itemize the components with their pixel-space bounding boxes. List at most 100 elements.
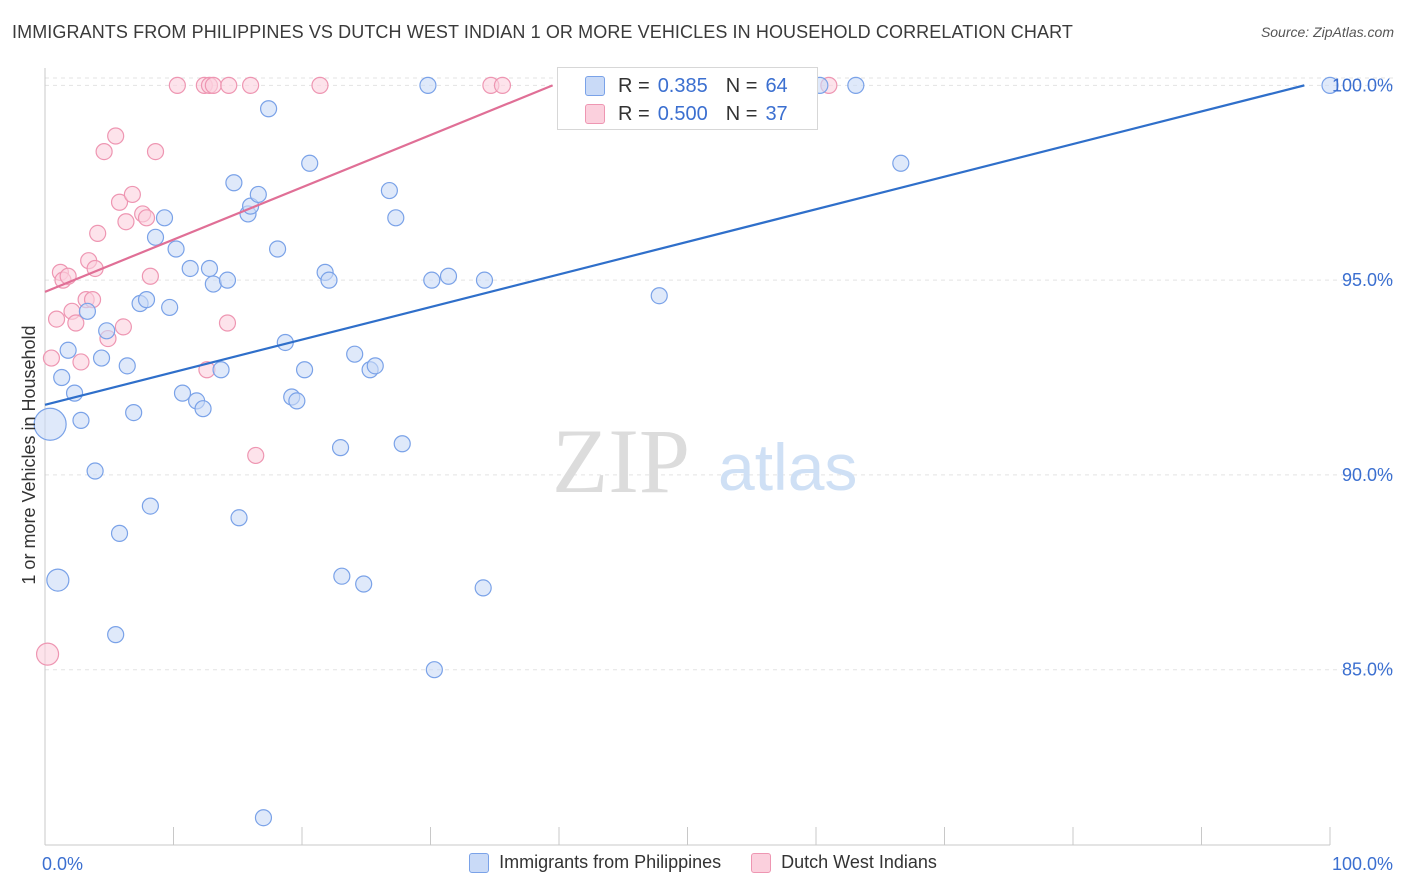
trend-layer — [44, 84, 1305, 406]
blue-point — [86, 462, 104, 480]
pink-point — [137, 209, 156, 227]
pink-r-value: 0.500 — [657, 102, 708, 125]
tick-label-layer: 100.0% 95.0% 90.0% 85.0% 0.0% 100.0% 1 or more… — [19, 75, 1393, 874]
pink-point — [117, 213, 135, 231]
pink-point — [141, 267, 159, 285]
blue-point — [46, 568, 70, 592]
pink-point — [95, 142, 113, 161]
blue-point — [167, 240, 185, 258]
pink-point — [247, 446, 265, 465]
blue-point — [650, 287, 668, 305]
y-tick-label: 100.0% — [1332, 75, 1393, 95]
blue-point — [146, 228, 165, 246]
legend-swatch-pink — [751, 852, 772, 873]
source-label: Source: ZipAtlas.com — [1260, 24, 1394, 40]
axis-layer — [44, 68, 1331, 846]
blue-point — [331, 439, 350, 457]
pink-point — [72, 353, 90, 371]
blue-point — [161, 298, 179, 317]
pink-point — [67, 314, 85, 332]
legend-label-dutch-west-indians: Dutch West Indians — [781, 852, 937, 872]
blue-point — [173, 384, 192, 402]
pink-trend-line — [44, 84, 553, 293]
blue-point — [141, 497, 159, 515]
blue-point — [301, 154, 319, 172]
pink-point — [168, 76, 186, 94]
pink-r-label: R = — [618, 102, 650, 125]
stats-row-blue: R = 0.385 N = 64 — [585, 72, 788, 100]
blue-point — [387, 209, 405, 227]
blue-point — [320, 271, 338, 289]
blue-point — [295, 361, 314, 379]
y-axis-title: 1 or more Vehicles in Household — [19, 325, 39, 584]
blue-point — [230, 509, 248, 527]
stats-legend-box: R = 0.385 N = 64 R = 0.500 N = 37 — [557, 67, 818, 130]
blue-point — [475, 271, 494, 289]
pink-point — [204, 76, 222, 94]
blue-point — [137, 291, 156, 309]
blue-point — [181, 259, 199, 278]
blue-point — [423, 271, 441, 289]
blue-point — [72, 411, 90, 429]
legend-swatch-blue — [469, 852, 490, 873]
blue-point — [355, 575, 373, 593]
blue-point — [419, 76, 437, 94]
pink-point — [110, 193, 129, 211]
pink-point — [35, 642, 60, 666]
blue-r-value: 0.385 — [657, 74, 708, 97]
blue-point — [59, 341, 77, 359]
pink-point — [493, 76, 512, 94]
blue-point — [33, 407, 67, 441]
blue-point — [333, 567, 351, 585]
blue-r-label: R = — [618, 74, 650, 97]
blue-point — [1321, 76, 1339, 94]
blue-point — [78, 302, 97, 320]
blue-point — [110, 524, 129, 542]
pink-n-value: 37 — [765, 102, 788, 125]
legend-item-philippines[interactable]: Immigrants from Philippines — [469, 852, 721, 873]
stats-row-pink: R = 0.500 N = 37 — [585, 100, 788, 128]
chart-title: IMMIGRANTS FROM PHILIPPINES VS DUTCH WES… — [12, 22, 1073, 42]
pink-point — [146, 142, 165, 161]
watermark-zip: ZIP — [552, 410, 690, 512]
blue-point — [259, 100, 278, 118]
pink-point — [242, 76, 260, 94]
blue-trend-line — [44, 84, 1305, 406]
blue-point — [98, 322, 116, 340]
y-tick-label: 90.0% — [1342, 465, 1393, 485]
blue-point — [268, 240, 287, 258]
pink-point — [220, 76, 238, 94]
blue-point — [474, 579, 492, 597]
pink-point — [47, 310, 66, 328]
bottom-legend: Immigrants from Philippines Dutch West I… — [0, 852, 1406, 873]
pink-point — [89, 224, 107, 243]
legend-item-dutch-west-indians[interactable]: Dutch West Indians — [751, 852, 937, 873]
blue-point — [380, 181, 398, 200]
grid-layer — [45, 77, 1395, 671]
blue-point — [155, 209, 174, 227]
blue-point — [288, 392, 306, 410]
blue-swatch — [585, 76, 605, 96]
blue-point — [125, 403, 143, 422]
blue-point — [118, 357, 136, 375]
pink-swatch — [585, 104, 605, 124]
blue-point — [892, 154, 910, 172]
blue-point — [254, 809, 273, 827]
y-tick-label: 95.0% — [1342, 270, 1393, 290]
blue-point — [200, 259, 219, 278]
legend-label-philippines: Immigrants from Philippines — [499, 852, 722, 872]
watermark-atlas: atlas — [718, 430, 857, 504]
pink-point — [114, 318, 132, 336]
watermark: ZIP atlas — [552, 410, 857, 512]
blue-point — [194, 400, 212, 418]
pink-point — [107, 127, 125, 145]
pink-point — [218, 314, 237, 332]
blue-point — [439, 267, 458, 285]
blue-point — [225, 174, 243, 192]
blue-points-layer — [33, 76, 1339, 827]
blue-point — [346, 345, 364, 363]
x-tick-label-min: 0.0% — [42, 854, 83, 874]
y-tick-label: 85.0% — [1342, 660, 1393, 680]
blue-point — [204, 275, 222, 293]
